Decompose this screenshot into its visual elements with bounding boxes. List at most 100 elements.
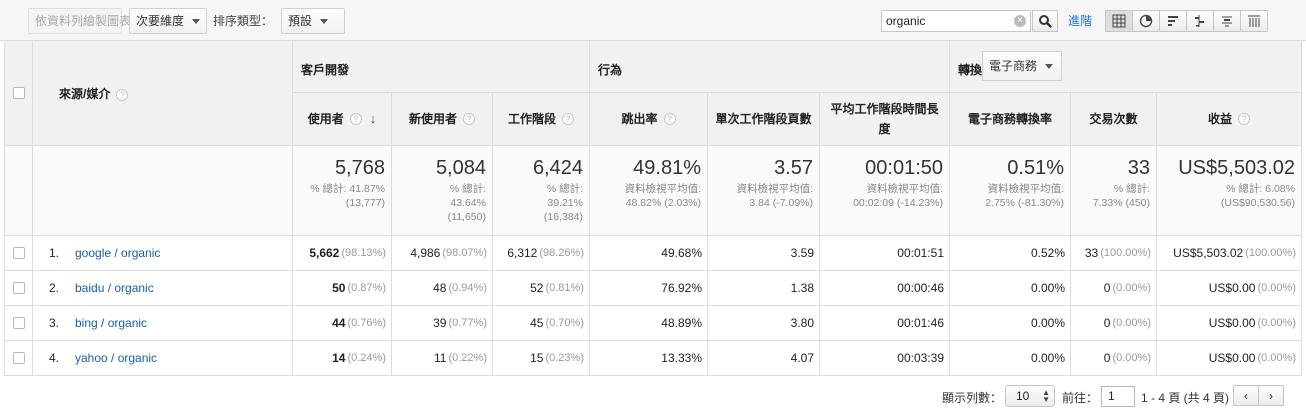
sessions-percent: (0.81%): [545, 282, 584, 294]
question-mark-icon[interactable]: ?: [349, 113, 362, 125]
column-header-bounce-rate[interactable]: 跳出率?: [590, 93, 708, 146]
term-cloud-view-button[interactable]: [1213, 10, 1241, 32]
transactions-percent: (0.00%): [1112, 352, 1151, 364]
pages-per-session-header-label: 單次工作階段頁數: [715, 112, 812, 126]
question-mark-icon[interactable]: ?: [562, 113, 574, 125]
sort-descending-icon: ↓: [369, 111, 377, 126]
chevron-down-icon: [320, 19, 329, 25]
advanced-filter-link[interactable]: 進階: [1068, 14, 1093, 28]
summary-bounce-rate-sub: 48.82% (2.03%): [625, 197, 701, 209]
users-percent: (0.76%): [347, 317, 386, 329]
table-row: 1. google / organic: [33, 236, 293, 271]
performance-view-button[interactable]: [1159, 10, 1187, 32]
summary-bounce-rate-sub: 資料檢視平均值:: [624, 183, 701, 195]
pivot-view-button[interactable]: [1240, 10, 1268, 32]
bounce-rate-value: 49.68%: [661, 246, 702, 260]
summary-transactions-sub: 7.33% (450): [1092, 197, 1150, 209]
source-medium-header-label: 來源/媒介: [59, 87, 111, 101]
summary-sessions-value: 6,424: [532, 157, 583, 179]
sessions-percent: (0.23%): [545, 352, 584, 364]
bounce-rate-value: 76.92%: [661, 281, 702, 295]
cell-avg-session-duration: 00:01:46: [820, 306, 950, 341]
source-medium-link[interactable]: baidu / organic: [75, 281, 154, 295]
column-header-revenue[interactable]: 收益?: [1157, 93, 1302, 146]
row-checkbox[interactable]: [13, 282, 25, 294]
summary-users-sub: (13,777): [345, 197, 385, 209]
column-header-new-users[interactable]: 新使用者?: [392, 93, 493, 146]
cell-avg-session-duration: 00:01:51: [820, 236, 950, 271]
previous-page-button[interactable]: ‹: [1233, 385, 1259, 406]
question-mark-icon[interactable]: ?: [1238, 113, 1250, 125]
row-checkbox-cell: [4, 271, 33, 306]
summary-duration-value: 00:01:50: [865, 157, 943, 179]
cell-new-users: 39 (0.77%): [392, 306, 493, 341]
table-filter-input[interactable]: [882, 11, 1008, 31]
column-header-avg-session-duration[interactable]: 平均工作階段時間長度: [820, 93, 950, 146]
cell-sessions: 45 (0.70%): [493, 306, 590, 341]
pie-view-button[interactable]: [1132, 10, 1160, 32]
cell-users: 50 (0.87%): [293, 271, 392, 306]
source-medium-link[interactable]: google / organic: [75, 246, 161, 260]
column-header-transactions[interactable]: 交易次數: [1071, 93, 1157, 146]
column-header-pages-per-session[interactable]: 單次工作階段頁數: [708, 93, 820, 146]
rows-per-page-label: 顯示列數：: [942, 391, 1003, 405]
row-number: 3.: [49, 316, 60, 330]
pie-chart-icon: [1139, 14, 1153, 28]
report-table: 來源/媒介? 客戶開發 行為 轉換 電子商務 使用者? ↓ 新使用者? 工作階段?…: [4, 41, 1302, 376]
goto-page-input[interactable]: 1: [1101, 386, 1135, 407]
search-button[interactable]: [1032, 10, 1058, 32]
cell-pages-per-session: 3.59: [708, 236, 820, 271]
transactions-percent: (100.00%): [1100, 247, 1151, 259]
revenue-percent: (0.00%): [1257, 352, 1296, 364]
acquisition-group-label: 客戶開發: [301, 63, 350, 77]
revenue-value: US$0.00: [1208, 281, 1256, 295]
summary-new-users-sub: % 總計:: [449, 183, 486, 195]
cell-conversion-rate: 0.00%: [950, 306, 1071, 341]
bounce-rate-value: 48.89%: [661, 316, 702, 330]
row-number: 4.: [49, 351, 60, 365]
row-checkbox[interactable]: [13, 352, 25, 364]
column-header-users[interactable]: 使用者? ↓: [293, 93, 392, 146]
bounce-rate-header-label: 跳出率: [621, 112, 658, 126]
source-medium-link[interactable]: bing / organic: [75, 316, 148, 330]
next-page-button[interactable]: ›: [1258, 385, 1284, 406]
summary-duration-sub: 資料檢視平均值:: [866, 183, 943, 195]
conversion-goal-dropdown[interactable]: 電子商務: [982, 51, 1062, 81]
revenue-percent: (0.00%): [1257, 282, 1296, 294]
source-medium-header[interactable]: 來源/媒介?: [59, 85, 129, 102]
comparison-view-button[interactable]: [1186, 10, 1214, 32]
plot-rows-button[interactable]: 依資料列繪製圖表: [28, 8, 131, 34]
cell-sessions: 6,312 (98.26%): [493, 236, 590, 271]
pages-per-session-value: 3.59: [790, 246, 814, 260]
column-header-conversion-rate[interactable]: 電子商務轉換率: [950, 93, 1071, 146]
avg-duration-header-label: 平均工作階段時間長度: [830, 102, 939, 136]
question-mark-icon[interactable]: ?: [663, 113, 676, 125]
row-checkbox[interactable]: [13, 317, 25, 329]
rows-per-page-select[interactable]: 10 ▲ ▼: [1005, 385, 1055, 407]
transactions-percent: (0.00%): [1112, 317, 1151, 329]
summary-new-users: 5,084 % 總計: 43.64% (11,650): [392, 146, 493, 236]
summary-sessions-sub: (16,384): [543, 211, 583, 223]
source-medium-link[interactable]: yahoo / organic: [75, 351, 158, 365]
summary-new-users-value: 5,084: [435, 157, 486, 179]
table-view-button[interactable]: [1105, 10, 1133, 32]
new-users-value: 39: [433, 316, 447, 330]
question-mark-icon[interactable]: ?: [116, 88, 129, 101]
summary-users-sub: % 總計: 41.87%: [310, 183, 385, 195]
column-header-sessions[interactable]: 工作階段?: [493, 93, 590, 146]
clear-search-icon[interactable]: ×: [1014, 15, 1026, 27]
cell-sessions: 52 (0.81%): [493, 271, 590, 306]
cell-revenue: US$0.00 (0.00%): [1157, 341, 1302, 376]
new-users-header-label: 新使用者: [408, 112, 457, 126]
summary-sessions-sub: % 總計:: [546, 183, 583, 195]
sort-type-dropdown[interactable]: 預設: [281, 8, 345, 34]
comparison-icon: [1195, 15, 1204, 27]
row-checkbox[interactable]: [13, 247, 25, 259]
secondary-dimension-dropdown[interactable]: 次要維度: [129, 8, 207, 34]
summary-pages-per-session: 3.57 資料檢視平均值: 3.84 (-7.09%): [708, 146, 820, 236]
cell-transactions: 0 (0.00%): [1071, 306, 1157, 341]
select-all-checkbox[interactable]: [13, 87, 25, 99]
question-mark-icon[interactable]: ?: [463, 113, 475, 125]
cell-pages-per-session: 1.38: [708, 271, 820, 306]
summary-transactions-value: 33: [1127, 157, 1150, 179]
